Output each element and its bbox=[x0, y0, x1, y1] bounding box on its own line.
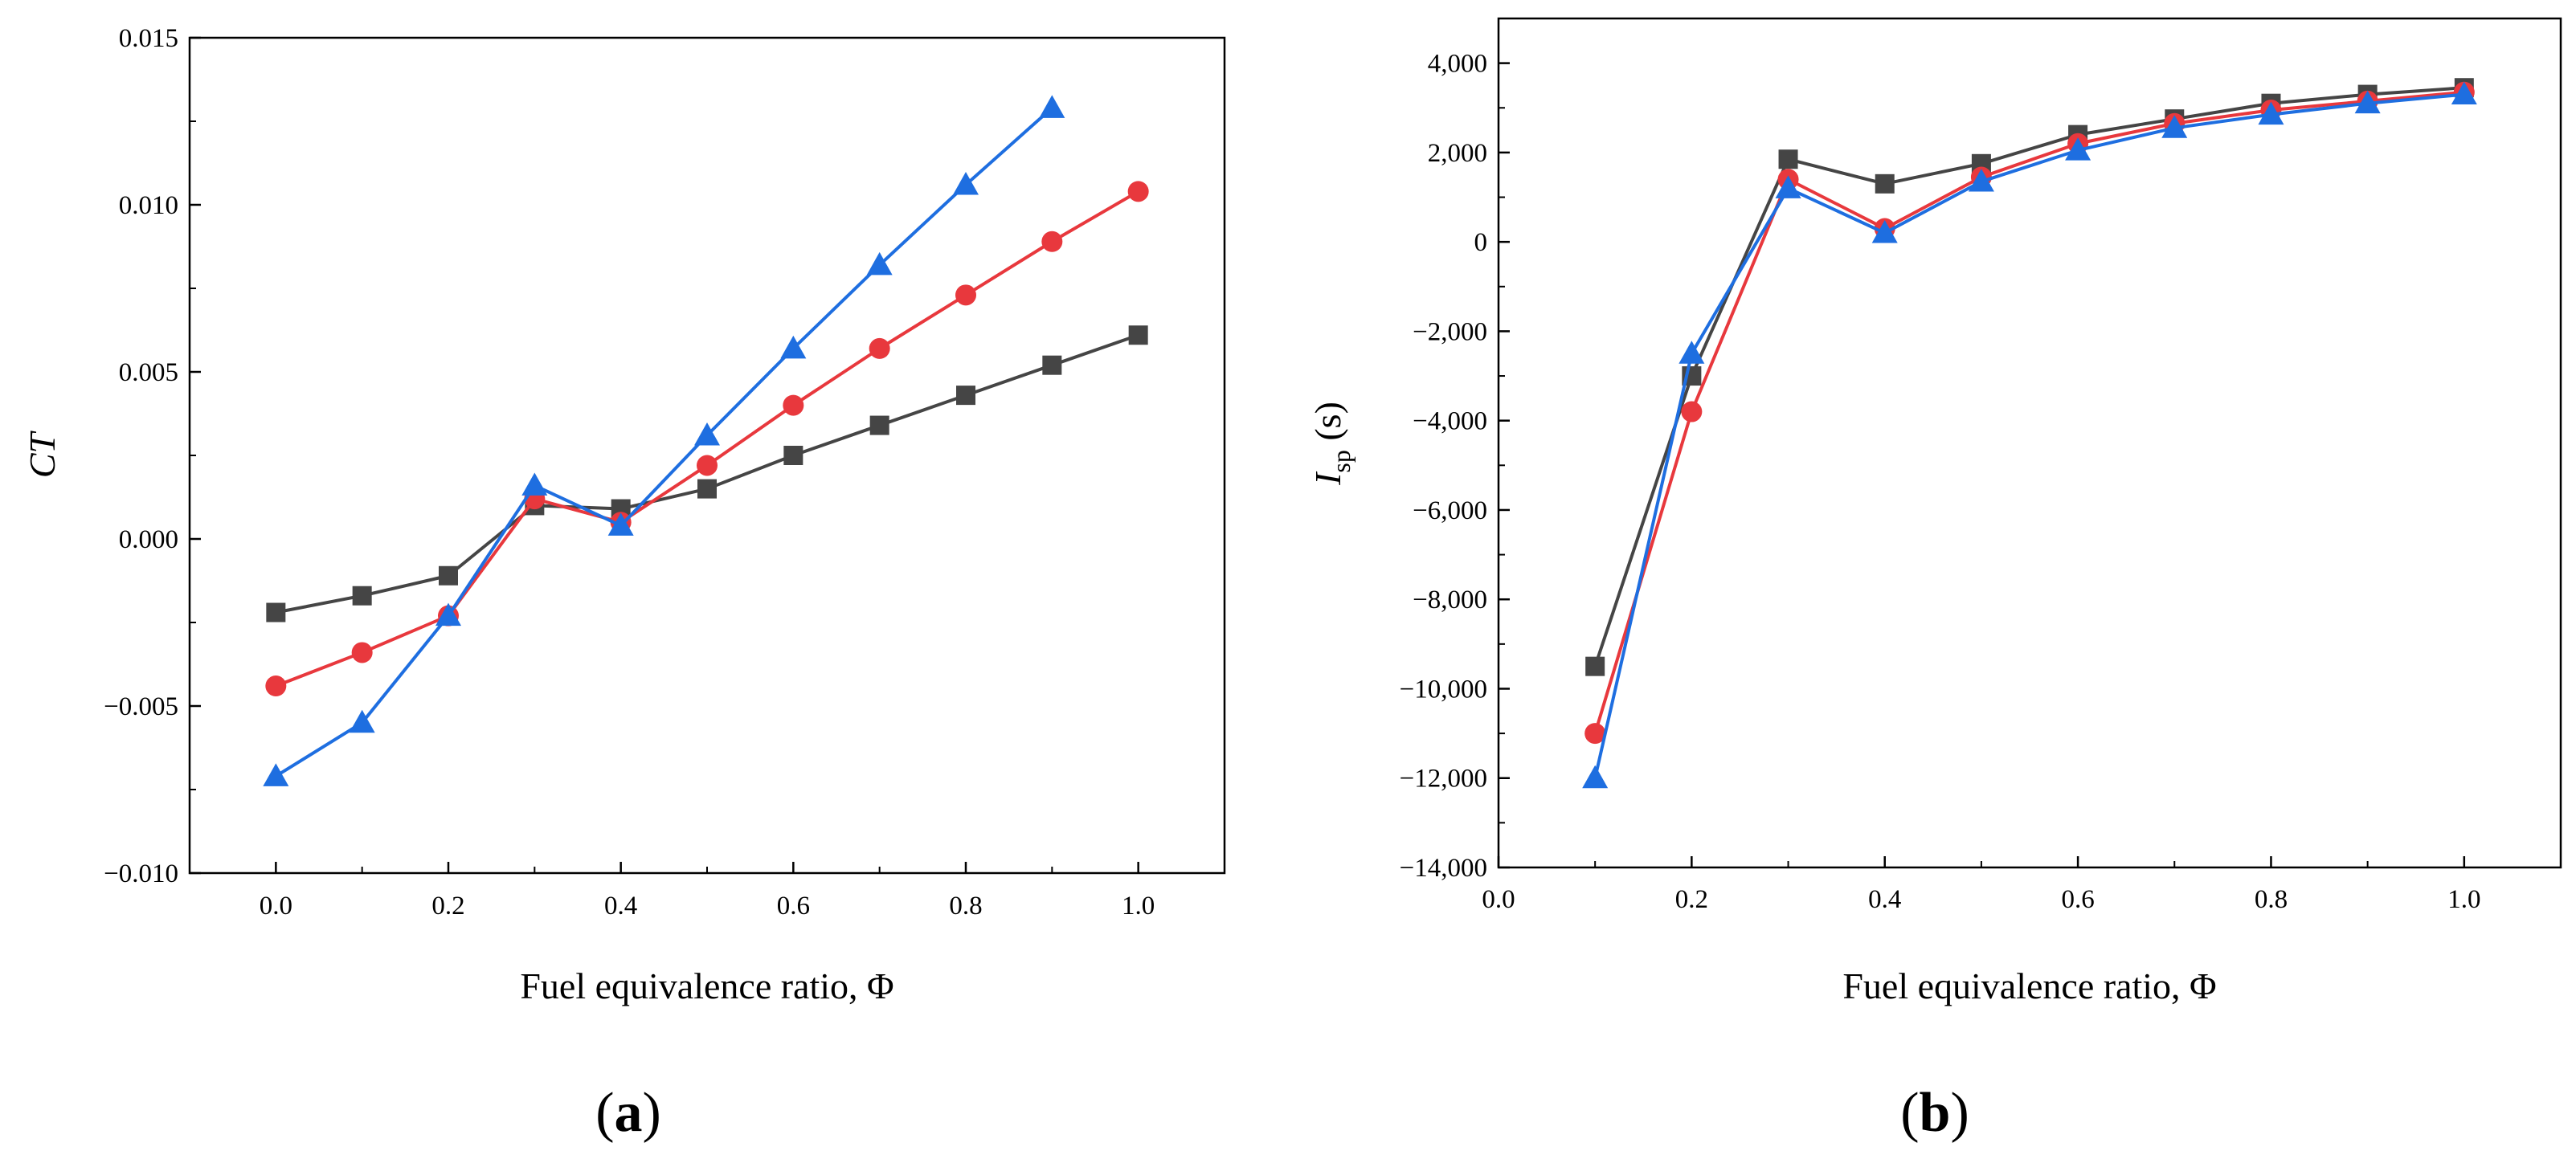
panel-b-y-tick-label: −10,000 bbox=[1400, 675, 1487, 704]
panel-a-data-point bbox=[435, 602, 461, 626]
panel-b-letter: b bbox=[1920, 1082, 1951, 1144]
panel-b-y-tick-label: −8,000 bbox=[1413, 586, 1487, 614]
panel-a-data-point bbox=[439, 565, 458, 586]
panel-b-y-axis-unit: (s) bbox=[1307, 402, 1348, 450]
panel-b-series-line-0 bbox=[1593, 86, 2464, 667]
panel-b-data-point bbox=[1775, 175, 1801, 198]
panel-a-data-point bbox=[697, 479, 717, 499]
panel-b-y-tick-label: −6,000 bbox=[1413, 496, 1487, 525]
panel-b-data-point bbox=[1678, 341, 1705, 364]
panel-a-y-tick-label: 0.000 bbox=[119, 525, 178, 554]
panel-b-data-point bbox=[1582, 765, 1609, 789]
panel-a-data-point bbox=[694, 422, 720, 446]
panel-a-data-point bbox=[521, 472, 548, 496]
panel-b-x-tick-label: 0.0 bbox=[1482, 885, 1515, 914]
panel-a-data-point bbox=[263, 763, 289, 786]
panel-b-data-point bbox=[1585, 656, 1605, 676]
panel-b-y-tick-label: −2,000 bbox=[1413, 317, 1487, 346]
panel-a-y-tick-label: −0.005 bbox=[104, 692, 178, 721]
panel-a-data-point bbox=[783, 394, 804, 416]
panel-a-data-point bbox=[352, 586, 372, 606]
panel-a-x-axis-title: Fuel equivalence ratio, Φ bbox=[520, 965, 893, 1006]
panel-a-x-tick-label: 0.6 bbox=[777, 892, 810, 920]
panel-b-x-tick-label: 0.4 bbox=[1868, 885, 1901, 914]
panel-a-y-tick-label: 0.010 bbox=[119, 191, 178, 220]
panel-b-x-tick-label: 0.2 bbox=[1675, 885, 1708, 914]
panel-b-y-tick-label: −14,000 bbox=[1400, 854, 1487, 883]
panel-a-data-point bbox=[266, 602, 286, 622]
panel-a-chart: 0.0 0.2 0.4 0.6 0.8 1.0 −0.010 −0.005 0.000 0.005… bbox=[22, 24, 1226, 1144]
panel-a-data-point bbox=[953, 172, 979, 195]
panel-a-data-point bbox=[866, 251, 893, 275]
panel-a-data-point bbox=[869, 415, 889, 435]
panel-b-data-point bbox=[2065, 137, 2091, 161]
panel-a-data-point bbox=[1039, 95, 1065, 118]
panel-b-data-point bbox=[1968, 169, 1994, 192]
panel-a-letter: a bbox=[615, 1082, 643, 1144]
panel-a-x-tick-label: 1.0 bbox=[1122, 892, 1155, 920]
panel-b-data-point bbox=[1584, 723, 1606, 745]
panel-a-data-point bbox=[265, 675, 287, 697]
panel-b-data-point bbox=[2161, 115, 2188, 138]
panel-b-axes: 0.0 0.2 0.4 0.6 0.8 1.0 −14,000 −12,000 −10,000 −… bbox=[1400, 50, 2481, 914]
panel-a-data-point bbox=[1127, 181, 1149, 202]
panel-a-data-point bbox=[349, 709, 375, 733]
panel-b-data-point bbox=[1778, 149, 1798, 169]
panel-a-data-point bbox=[956, 386, 975, 406]
panel-b-data-point bbox=[1871, 220, 1898, 243]
panel-b-y-tick-label: 4,000 bbox=[1428, 50, 1487, 79]
panel-a-x-tick-label: 0.4 bbox=[604, 892, 637, 920]
panel-b-x-axis-title: Fuel equivalence ratio, Φ bbox=[1842, 965, 2216, 1006]
panel-a-data-point bbox=[697, 455, 718, 476]
panel-a-x-tick-label: 0.8 bbox=[949, 892, 982, 920]
panel-b-chart: 0.0 0.2 0.4 0.6 0.8 1.0 −14,000 −12,000 −10,000 −… bbox=[1307, 17, 2562, 1144]
panel-a-data-point bbox=[783, 446, 803, 465]
panel-b-y-axis-symbol: I bbox=[1307, 471, 1348, 486]
panel-a-caption: (a) bbox=[595, 1082, 661, 1144]
panel-b-y-tick-label: 2,000 bbox=[1428, 139, 1487, 168]
panel-b-series-line-2 bbox=[1593, 92, 2465, 779]
panel-a-data-point bbox=[351, 642, 373, 663]
panel-b-plot-frame bbox=[1497, 17, 2562, 869]
panel-b-data-point bbox=[1875, 173, 1895, 194]
panel-b-data-point bbox=[2451, 81, 2477, 105]
panel-a-series bbox=[263, 95, 1149, 786]
panel-b-series-line-1 bbox=[1593, 90, 2465, 734]
panel-b-y-tick-label: 0 bbox=[1474, 228, 1488, 257]
panel-a-x-tick-label: 0.2 bbox=[431, 892, 464, 920]
panel-a-data-point bbox=[955, 284, 976, 306]
panel-b-x-tick-label: 1.0 bbox=[2447, 885, 2480, 914]
panel-a-axes: 0.0 0.2 0.4 0.6 0.8 1.0 −0.010 −0.005 0.000 0.005… bbox=[104, 24, 1155, 920]
panel-b-y-tick-label: −4,000 bbox=[1413, 407, 1487, 436]
panel-a-data-point bbox=[1042, 355, 1062, 375]
panel-b-y-axis-subscript: sp bbox=[1327, 450, 1355, 472]
panel-a-data-point bbox=[869, 337, 890, 359]
panel-a-data-point bbox=[780, 335, 807, 359]
panel-a-series-line-2 bbox=[275, 106, 1053, 778]
panel-b-data-point bbox=[1681, 401, 1703, 422]
panel-a-data-point bbox=[1128, 325, 1148, 345]
panel-b-x-tick-label: 0.6 bbox=[2061, 885, 2094, 914]
panel-b-data-point bbox=[2354, 90, 2381, 114]
panel-a-x-tick-label: 0.0 bbox=[260, 892, 292, 920]
panel-a-data-point bbox=[607, 512, 634, 536]
panel-b-x-tick-label: 0.8 bbox=[2255, 885, 2288, 914]
panel-b-data-point bbox=[2258, 101, 2284, 125]
panel-b-y-axis-title: Isp (s) bbox=[1307, 402, 1355, 486]
panel-a-data-point bbox=[1041, 231, 1063, 252]
panel-a-y-tick-label: 0.005 bbox=[119, 358, 178, 387]
panel-b-y-tick-label: −12,000 bbox=[1400, 765, 1487, 794]
panel-b-caption: (b) bbox=[1900, 1082, 1969, 1144]
panel-b-series bbox=[1582, 78, 2477, 789]
panel-a-y-tick-label: 0.015 bbox=[119, 24, 178, 53]
panel-a-y-axis-title: CT bbox=[22, 430, 63, 478]
panel-a-y-tick-label: −0.010 bbox=[104, 859, 178, 888]
